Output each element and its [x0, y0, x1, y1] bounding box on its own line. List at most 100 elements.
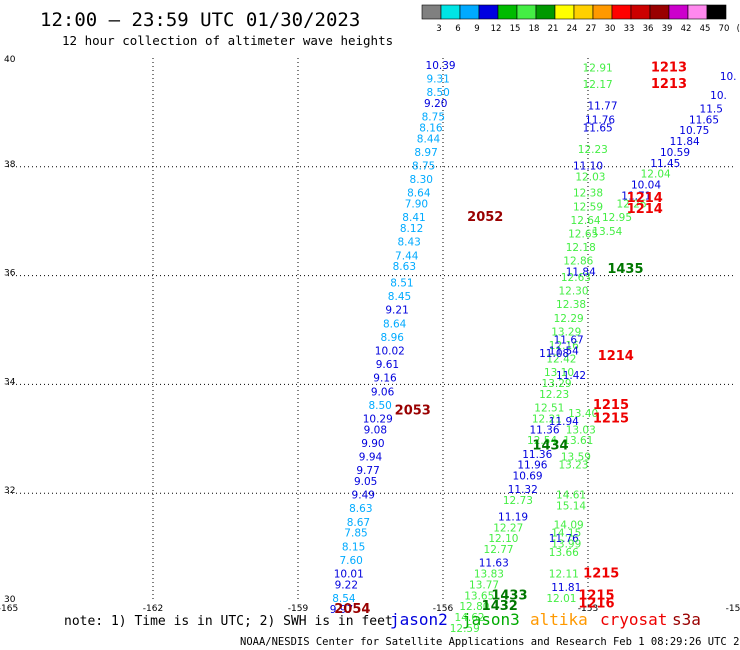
colorbar-swatch	[592, 4, 613, 20]
satellite-legend-entry: s3a	[672, 610, 701, 629]
wave-height-value: 12.63	[561, 272, 591, 284]
wave-height-value: 13.61	[563, 435, 593, 447]
wave-height-value: 8.12	[400, 223, 423, 235]
wave-height-value: 11.36	[529, 424, 559, 436]
wave-height-value: 9.97	[330, 604, 353, 616]
wave-height-value: 9.05	[354, 476, 377, 488]
colorbar-label: 42	[681, 24, 692, 34]
wave-height-value: 13.83	[474, 569, 504, 581]
y-tick-label: 38	[4, 160, 16, 170]
wave-height-value: 8.16	[419, 122, 443, 134]
wave-height-value: 11.5	[700, 103, 723, 115]
time-label: 1214	[598, 349, 634, 364]
y-tick-label: 40	[4, 55, 16, 65]
wave-height-value: 11.67	[554, 335, 584, 347]
wave-height-value: 10.	[710, 90, 727, 102]
wave-height-value: 12.65	[568, 229, 598, 241]
satellite-legend-entry: jason3	[462, 610, 520, 629]
wave-height-value: 11.54	[549, 345, 579, 357]
wave-height-value: 12.23	[539, 389, 569, 401]
time-label: 2053	[395, 403, 431, 418]
wave-height-value: 11.96	[517, 460, 547, 472]
time-label: 1213	[651, 61, 687, 76]
wave-height-value: 13.23	[558, 460, 588, 472]
wave-height-value: 10.04	[631, 180, 661, 192]
colorbar-swatch	[668, 4, 689, 20]
wave-height-value: 10.02	[375, 345, 405, 357]
time-label: 1215	[593, 398, 629, 413]
colorbar-label: 21	[548, 24, 559, 34]
wave-height-value: 13.10	[544, 367, 574, 379]
wave-height-value: 12.42	[546, 354, 576, 366]
time-label: 1213	[651, 77, 687, 92]
wave-height-value: 13.03	[566, 424, 596, 436]
time-label: 1215	[578, 588, 614, 603]
time-label: 1435	[607, 262, 643, 277]
wave-height-value: 8.64	[407, 188, 431, 200]
wave-height-value: 9.21	[385, 305, 408, 317]
y-tick-label: 34	[4, 377, 16, 387]
colorbar-swatch	[421, 4, 442, 20]
wave-height-value: 13.29	[542, 378, 572, 390]
wave-height-value: 13.29	[551, 326, 581, 338]
colorbar-swatch	[706, 4, 727, 20]
x-tick-label: -153	[578, 604, 598, 614]
wave-height-value: 11.19	[498, 511, 528, 523]
credit-line: NOAA/NESDIS Center for Satellite Applica…	[240, 636, 740, 648]
wave-height-value: 15.14	[556, 501, 586, 513]
x-tick-label: -159	[288, 604, 309, 614]
colorbar-label: 39	[662, 24, 673, 34]
wave-height-value: 10.29	[363, 413, 393, 425]
wave-height-value: 8.50	[368, 400, 391, 412]
wave-height-value: 8.63	[393, 261, 416, 273]
y-tick-label: 30	[4, 595, 16, 605]
time-label: 1433	[491, 588, 527, 603]
wave-height-value: 8.64	[383, 318, 407, 330]
wave-height-value: 8.67	[347, 517, 370, 529]
wave-height-value: 13.99	[551, 539, 581, 551]
wave-height-value: 10.69	[513, 471, 543, 483]
wave-height-value: 8.75	[412, 161, 435, 173]
time-labels: 2052205320541213121312141214143512141215…	[334, 61, 687, 617]
colorbar-label: 3	[436, 24, 441, 34]
wave-height-value: 10.75	[679, 125, 709, 137]
colorbar-label: 45	[700, 24, 711, 34]
wave-height-value: 7.60	[339, 555, 362, 567]
wave-height-value: 12.26	[616, 199, 646, 211]
wave-height-value: 12.51	[534, 403, 564, 415]
x-tick-label: -162	[143, 604, 163, 614]
colorbar-label: 30	[605, 24, 616, 34]
wave-height-value: 8.45	[388, 291, 411, 303]
wave-height-value: 12.59	[450, 623, 480, 635]
wave-height-value: 7.90	[405, 199, 428, 211]
wave-height-value: 12.86	[563, 256, 593, 268]
colorbar-swatch	[687, 4, 708, 20]
wave-height-value: 8.97	[414, 147, 437, 159]
wave-height-value: 13.65	[464, 590, 494, 602]
colorbar-swatch	[535, 4, 556, 20]
colorbar-label: 70	[719, 24, 730, 34]
time-label: 1432	[482, 599, 518, 614]
colorbar-label: 36	[643, 24, 654, 34]
wave-height-value: 12.38	[573, 188, 603, 200]
axis-ticks: 30 32 34 36 38 40 -165 -162 -159 -156 -153 -15	[0, 55, 740, 614]
wave-height-value: 8.41	[402, 212, 425, 224]
wave-height-value: 8.30	[410, 174, 433, 186]
wave-height-value: 9.20	[424, 98, 447, 110]
colorbar-swatch	[649, 4, 670, 20]
colorbar-label: (ft)	[737, 24, 740, 34]
wave-height-value: 12.17	[583, 79, 613, 91]
wave-height-value: 11.10	[573, 161, 603, 173]
footnote: note: 1) Time is in UTC; 2) SWH is in fe…	[64, 614, 393, 629]
wave-height-value: 12.73	[503, 495, 533, 507]
wave-height-value: 13.59	[561, 452, 591, 464]
wave-height-value: 11.84	[566, 267, 596, 279]
satellite-legend-entry: jason2	[390, 610, 448, 629]
wave-height-value: 12.29	[554, 313, 584, 325]
wave-height-value: 11.65	[583, 122, 613, 134]
time-label: 1434	[532, 439, 568, 454]
wave-height-value: 11.94	[549, 416, 579, 428]
wave-height-value: 14.09	[554, 520, 584, 532]
wave-height-value: 10.01	[334, 569, 364, 581]
